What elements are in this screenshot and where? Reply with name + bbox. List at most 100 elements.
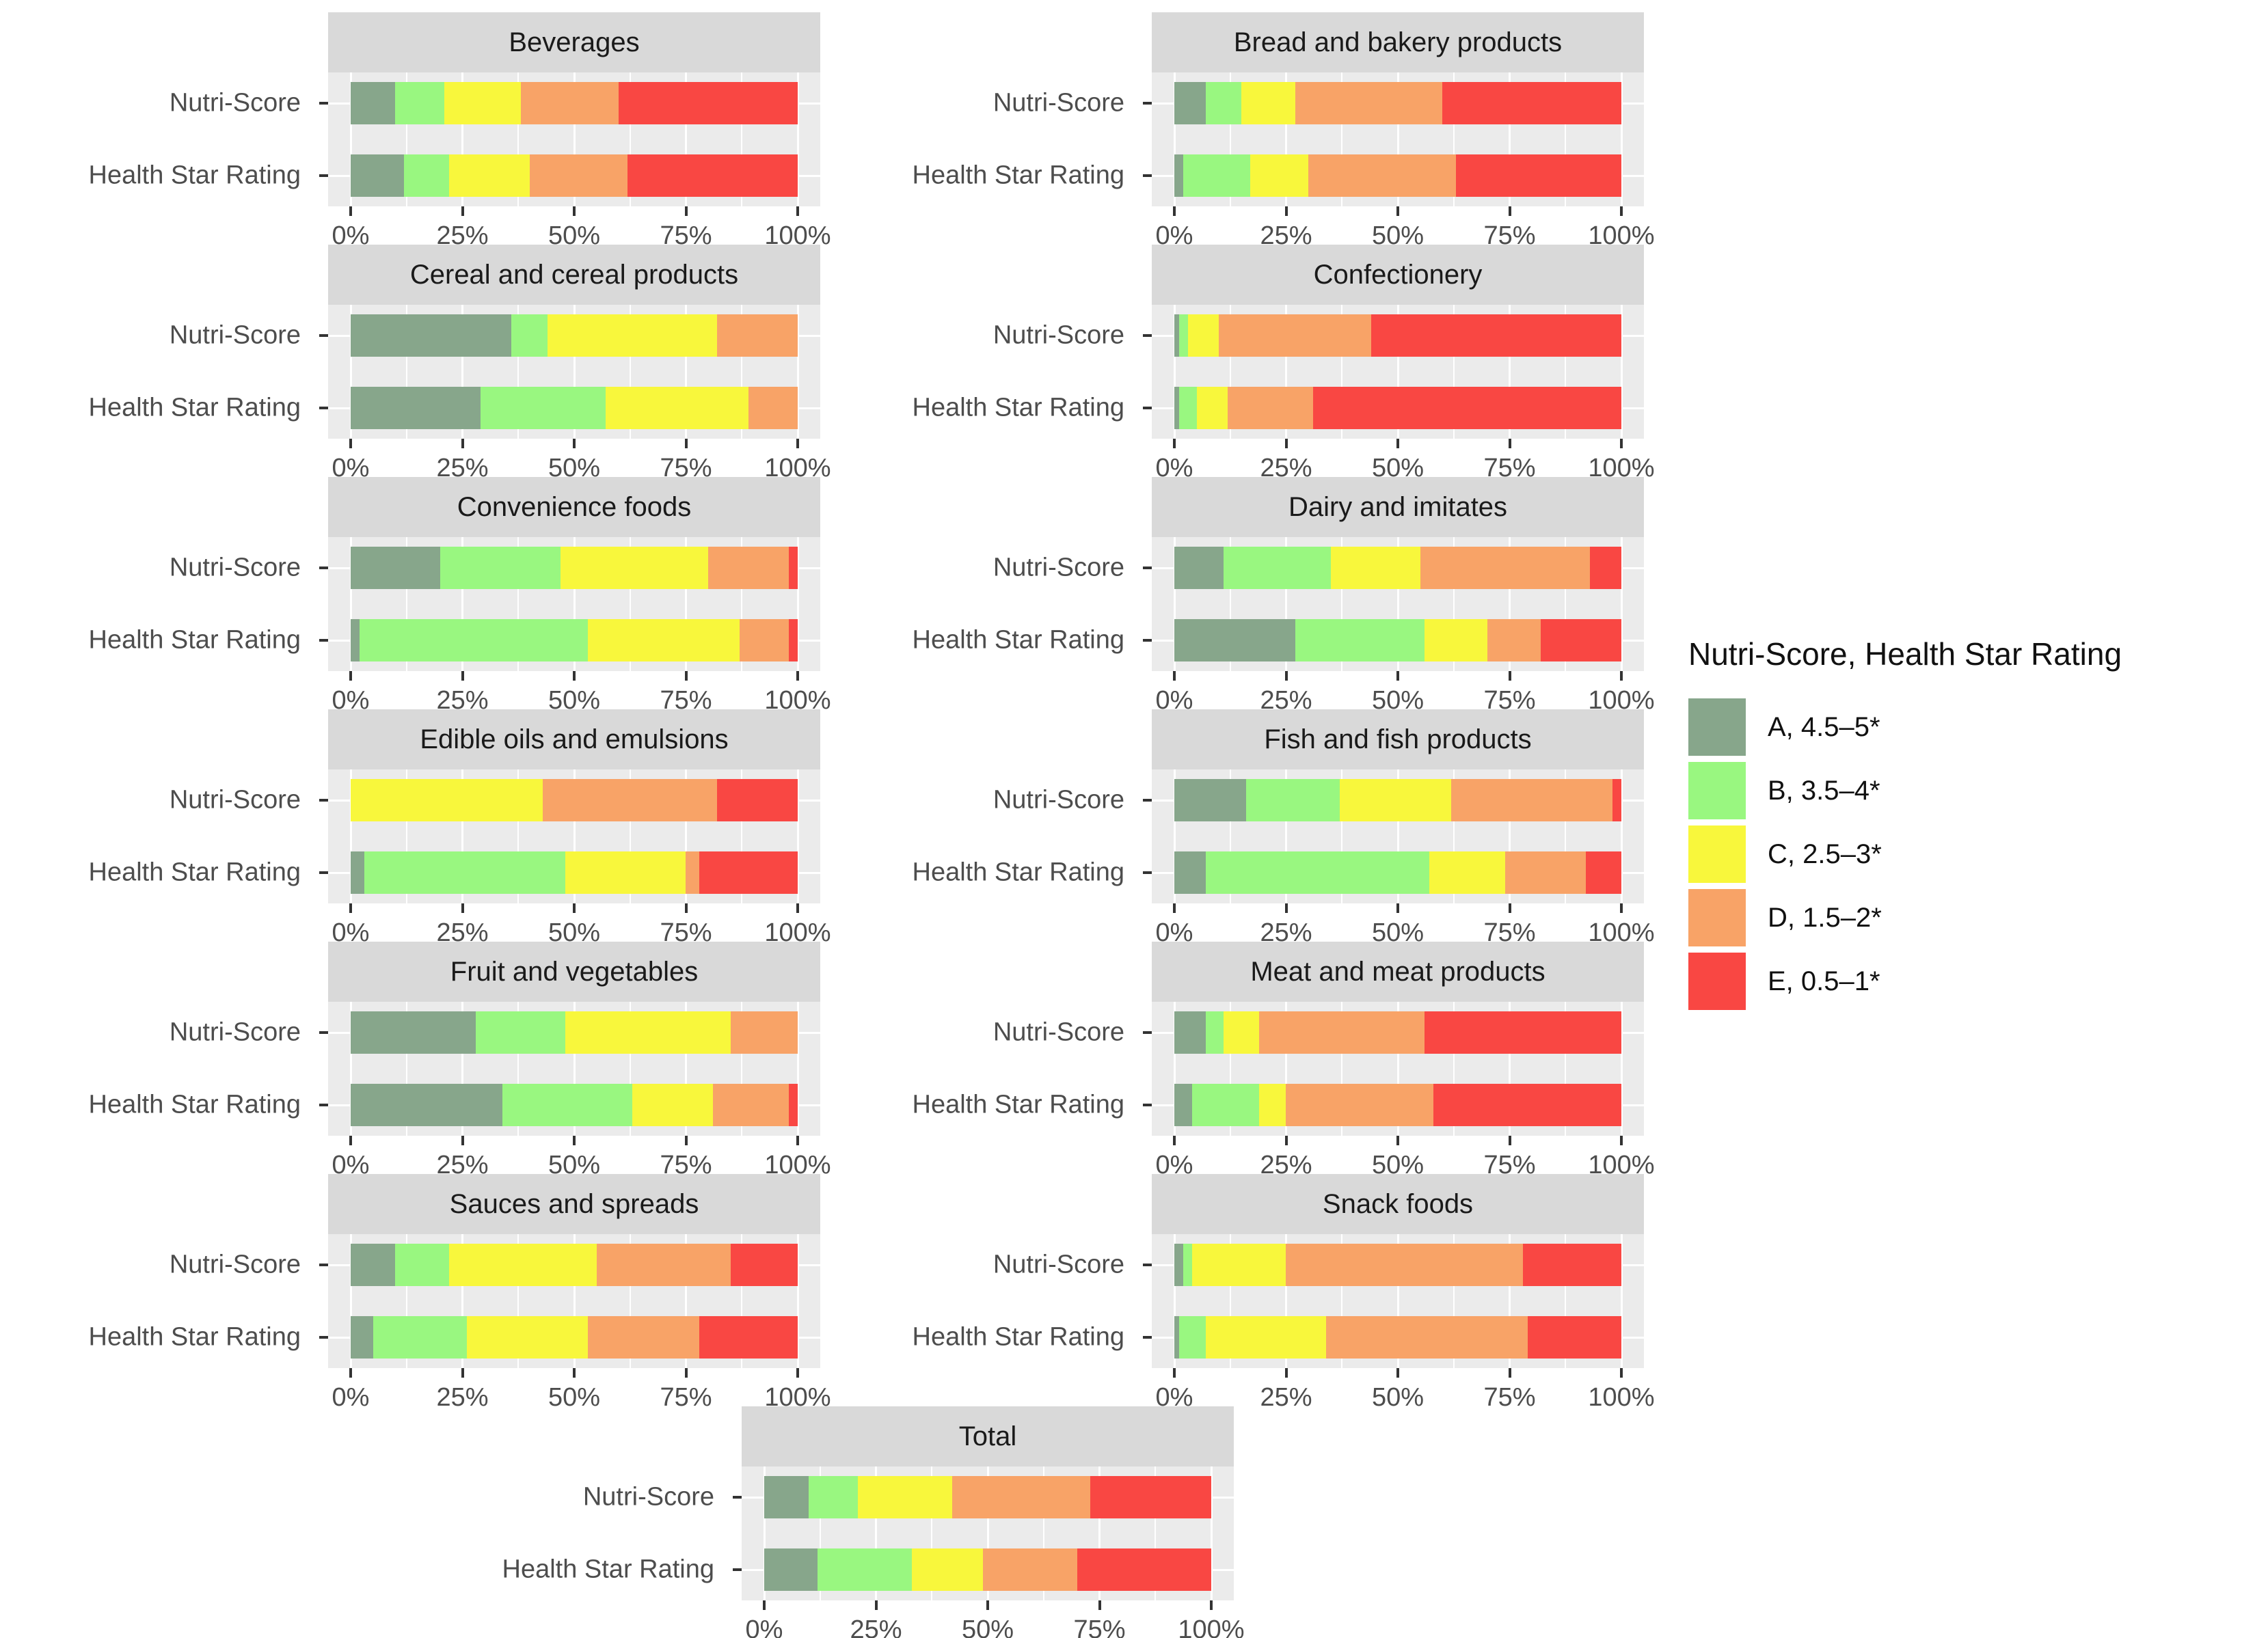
major-gridline [1509,72,1511,206]
panel: Dairy and imitates 0% 25% 50% 75% 100% [1152,477,1655,719]
bar-segment [360,619,588,661]
x-axis-tick-label: 50% [961,1615,1014,1638]
major-gridline [796,72,799,206]
bar-segment [788,547,798,589]
bar-segment [1183,1244,1193,1286]
bar-segment [1339,779,1452,821]
major-gridline [796,1002,799,1136]
bar-segment [1487,619,1541,661]
major-gridline [1285,769,1287,903]
bar-segment [627,154,798,197]
y-axis-label: Health Star Rating [88,1090,301,1119]
bar-segment [1371,314,1621,357]
plot-area [1152,305,1644,439]
bar-segment [351,1011,476,1054]
x-axis-tick [1396,1368,1399,1378]
bar-segment [1259,1084,1286,1126]
major-gridline [461,72,463,206]
y-axis-label: Nutri-Score [993,553,1124,582]
bar-segment [788,619,798,661]
major-gridline [685,1002,687,1136]
x-axis-tick [349,206,352,216]
y-axis: Nutri-Score Health Star Rating [14,12,328,206]
x-axis-tick [1508,206,1511,216]
minor-gridline [629,769,631,903]
major-gridline [349,1002,352,1136]
bar-segment [440,547,561,589]
minor-gridline [1453,1234,1455,1368]
major-gridline [1396,769,1399,903]
stacked-bar [351,1316,798,1359]
plot-area [328,537,820,671]
stacked-bar [351,779,798,821]
y-axis-tick [319,799,328,802]
x-axis-tick [461,439,464,448]
bar-segment [596,1244,731,1286]
y-axis: Nutri-Score Health Star Rating [427,1406,742,1600]
x-axis-tick [461,671,464,681]
bar-segment [699,851,798,894]
minor-gridline [1341,537,1343,671]
bar-segment [561,547,709,589]
y-axis-tick [1143,174,1152,177]
x-axis-tick [349,439,352,448]
facet-title: Meat and meat products [1152,942,1644,1002]
legend-label-a: A, 4.5–5* [1768,711,1880,742]
x-axis-tick [763,1600,766,1610]
facet-panel: Nutri-Score Health Star Rating Edible oils… [14,709,831,951]
minor-gridline [1565,1002,1567,1136]
legend-title: Nutri-Score, Health Star Rating [1688,636,2122,672]
bar-segment [1420,547,1591,589]
bar-segment [1178,387,1197,429]
minor-gridline [741,305,743,439]
legend-swatch-e [1688,953,1746,1010]
bar-segment [818,1548,912,1591]
y-axis-tick [1143,1104,1152,1106]
bar-segment [983,1548,1077,1591]
minor-gridline [405,305,407,439]
y-axis: Nutri-Score Health Star Rating [14,477,328,671]
x-axis-tick-label: 100% [1178,1615,1245,1638]
y-axis-label: Health Star Rating [88,161,301,190]
stacked-bar [351,1011,798,1054]
bar-segment [1286,1084,1434,1126]
major-gridline [1620,305,1623,439]
y-axis-label: Health Star Rating [912,1322,1125,1352]
x-axis-tick [1173,1136,1176,1145]
x-axis-tick [1620,671,1623,681]
bar-segment [1174,154,1184,197]
major-gridline [1509,1002,1511,1136]
x-axis-tick [1396,1136,1399,1145]
y-axis-tick [319,407,328,409]
major-gridline [461,305,463,439]
x-axis-tick-label: 50% [548,1383,601,1412]
bar-segment [712,1084,789,1126]
x-axis-tick [796,439,799,448]
bar-segment [502,1084,633,1126]
y-axis-tick [319,567,328,569]
major-gridline [1210,1466,1213,1600]
facet-panel: Nutri-Score Health Star Rating Fruit and v… [14,942,831,1184]
x-axis-tick [684,671,688,681]
legend: Nutri-Score, Health Star Rating A, 4.5–5… [1688,636,2122,1016]
facet-title: Edible oils and emulsions [328,709,820,769]
minor-gridline [1229,72,1231,206]
minor-gridline [405,537,407,671]
bar-segment [1178,314,1188,357]
x-axis-tick [684,206,688,216]
y-axis-label: Nutri-Score [169,320,301,350]
x-axis-tick [1508,1136,1511,1145]
x-axis-tick [1210,1600,1213,1610]
bar-segment [1192,1084,1260,1126]
x-axis-tick [1396,206,1399,216]
y-axis: Nutri-Score Health Star Rating [837,942,1152,1136]
bar-segment [364,851,565,894]
plot-area [1152,769,1644,903]
x-axis-tick [1508,439,1511,448]
y-axis-tick [319,639,328,642]
stacked-bar [1174,851,1621,894]
x-axis: 0% 25% 50% 75% 100% [328,439,831,487]
bar-segment [480,387,606,429]
bar-segment [351,851,364,894]
bar-segment [1174,547,1224,589]
